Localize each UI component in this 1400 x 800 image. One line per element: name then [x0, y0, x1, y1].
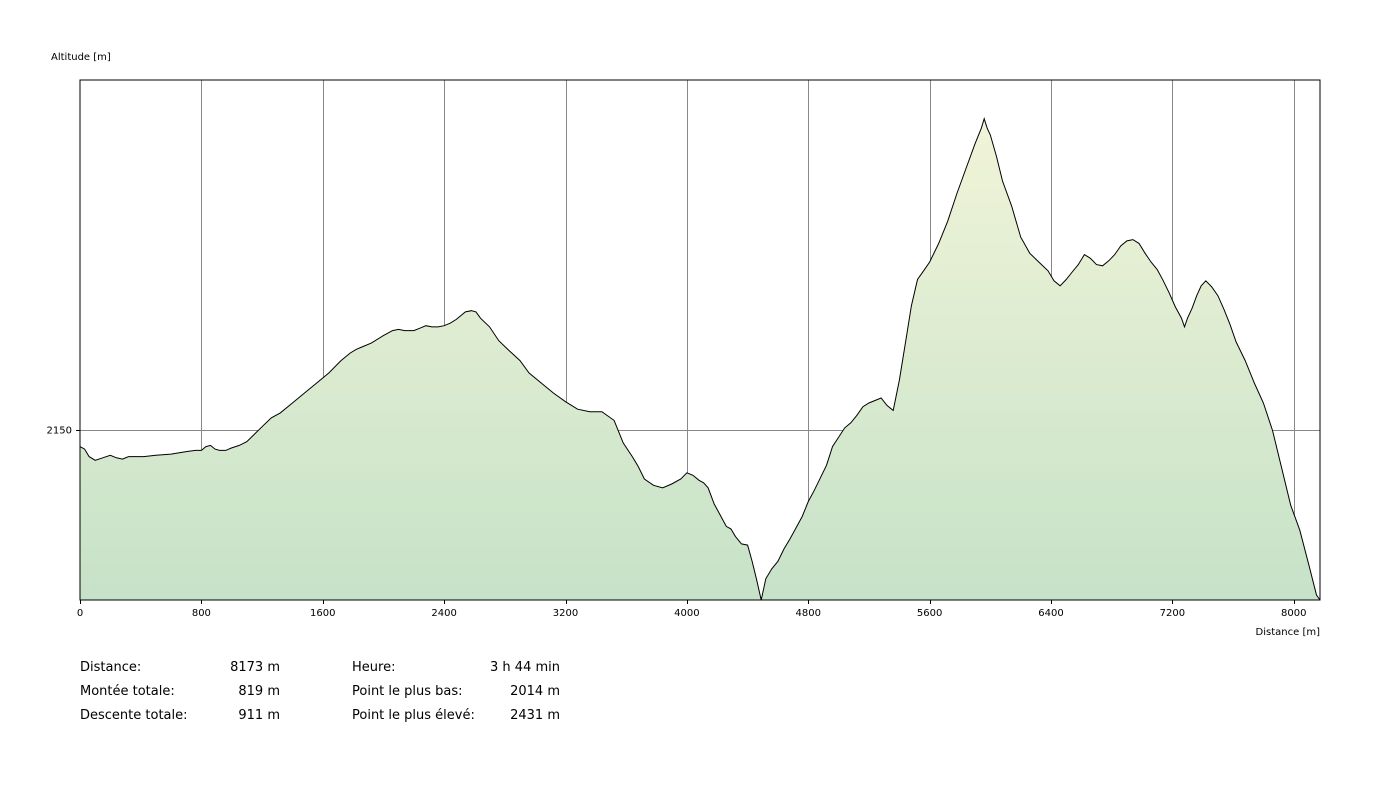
- x-tick-label-5600: 5600: [917, 608, 942, 619]
- y-tick-label-2150: 2150: [47, 426, 72, 437]
- elevation-line: [79, 117, 1321, 601]
- y-axis-label: Altitude [m]: [51, 52, 111, 63]
- x-tick-label-2400: 2400: [431, 608, 456, 619]
- distance-label: Distance:: [80, 660, 142, 675]
- highest-point-label: Point le plus élevé:: [352, 708, 475, 723]
- elevation-area-fill: [80, 118, 1320, 600]
- highest-point-value: 2431 m: [510, 708, 560, 723]
- plot-frame: [79, 79, 1321, 601]
- x-tick-label-4800: 4800: [796, 608, 821, 619]
- lowest-point-value: 2014 m: [510, 684, 560, 699]
- x-tick-label-3200: 3200: [553, 608, 578, 619]
- distance-value: 8173 m: [230, 660, 280, 675]
- x-tick-label-7200: 7200: [1160, 608, 1185, 619]
- x-tick-label-0: 0: [77, 608, 83, 619]
- total-ascent-value: 819 m: [238, 684, 280, 699]
- total-descent-value: 911 m: [238, 708, 280, 723]
- x-tick-label-1600: 1600: [310, 608, 335, 619]
- time-label: Heure:: [352, 660, 396, 675]
- x-axis-label: Distance [m]: [1256, 627, 1321, 638]
- total-ascent-label: Montée totale:: [80, 684, 175, 699]
- x-tick-label-800: 800: [192, 608, 211, 619]
- x-tick-label-4000: 4000: [674, 608, 699, 619]
- lowest-point-label: Point le plus bas:: [352, 684, 463, 699]
- x-tick-label-6400: 6400: [1038, 608, 1063, 619]
- x-tick-label-8000: 8000: [1281, 608, 1306, 619]
- time-value: 3 h 44 min: [490, 660, 560, 675]
- total-descent-label: Descente totale:: [80, 708, 188, 723]
